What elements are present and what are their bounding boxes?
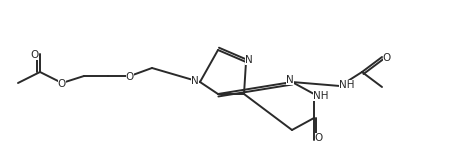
Text: O: O <box>382 53 390 63</box>
Text: O: O <box>58 79 66 89</box>
Text: N: N <box>191 76 199 86</box>
Text: O: O <box>125 72 134 82</box>
Text: O: O <box>31 50 39 60</box>
Text: NH: NH <box>313 91 328 101</box>
Text: NH: NH <box>338 80 354 90</box>
Text: N: N <box>244 55 252 65</box>
Text: N: N <box>286 75 293 85</box>
Text: O: O <box>314 133 322 143</box>
